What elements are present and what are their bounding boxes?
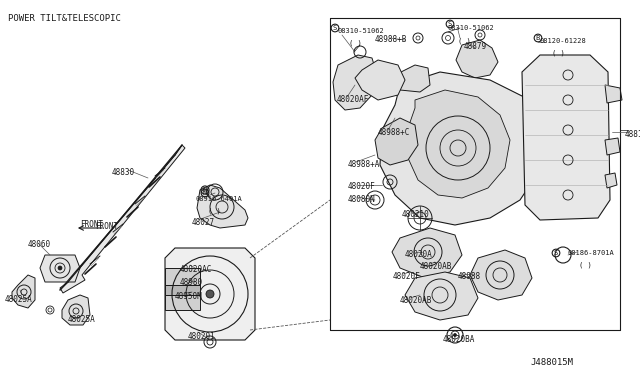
Text: S: S: [554, 250, 558, 256]
Text: 08916-6401A: 08916-6401A: [196, 196, 243, 202]
Polygon shape: [456, 40, 498, 78]
Text: POWER TILT&TELESCOPIC: POWER TILT&TELESCOPIC: [8, 14, 121, 23]
Circle shape: [206, 290, 214, 298]
Text: N: N: [203, 190, 207, 196]
Text: FRONT: FRONT: [80, 220, 103, 229]
Text: 48025A: 48025A: [68, 315, 96, 324]
Text: 48060: 48060: [28, 240, 51, 249]
Polygon shape: [605, 173, 617, 188]
Text: ( ): ( ): [349, 40, 362, 46]
Text: 48020F: 48020F: [393, 272, 420, 281]
Text: 48988+B: 48988+B: [375, 35, 408, 44]
Text: 48025A: 48025A: [5, 295, 33, 304]
Text: 480201: 480201: [188, 332, 216, 341]
Polygon shape: [392, 228, 462, 278]
Text: 48080N: 48080N: [348, 195, 376, 204]
Polygon shape: [165, 285, 200, 295]
Text: ( ): ( ): [552, 50, 564, 57]
Text: 08310-51062: 08310-51062: [337, 28, 384, 34]
Text: 48988: 48988: [458, 272, 481, 281]
Polygon shape: [165, 248, 255, 340]
Text: 48020AB: 48020AB: [420, 262, 452, 271]
Text: ( ): ( ): [458, 37, 471, 44]
Circle shape: [454, 334, 456, 337]
Text: 08186-8701A: 08186-8701A: [567, 250, 614, 256]
Text: N: N: [203, 187, 207, 193]
Text: B: B: [536, 35, 540, 41]
Text: 480210: 480210: [402, 210, 429, 219]
Polygon shape: [380, 72, 545, 225]
Text: 48830: 48830: [112, 168, 135, 177]
Polygon shape: [197, 185, 248, 228]
Text: S: S: [448, 21, 452, 27]
Text: 48988+A: 48988+A: [348, 160, 380, 169]
Polygon shape: [62, 295, 90, 325]
Text: 48988+C: 48988+C: [378, 128, 410, 137]
Circle shape: [58, 266, 62, 270]
Text: 48020AF: 48020AF: [337, 95, 369, 104]
Text: 48027: 48027: [192, 218, 215, 227]
Text: 08310-51062: 08310-51062: [448, 25, 495, 31]
Polygon shape: [165, 268, 200, 285]
Polygon shape: [408, 90, 510, 198]
Text: J488015M: J488015M: [530, 358, 573, 367]
Text: 48810: 48810: [625, 130, 640, 139]
Polygon shape: [605, 85, 622, 103]
Text: 48020AC: 48020AC: [180, 265, 212, 274]
Polygon shape: [392, 65, 430, 92]
Text: 48020F: 48020F: [348, 182, 376, 191]
Polygon shape: [405, 272, 478, 320]
Polygon shape: [605, 138, 620, 155]
Text: 08120-61228: 08120-61228: [540, 38, 587, 44]
Polygon shape: [12, 275, 35, 308]
Polygon shape: [165, 295, 200, 310]
Text: 48020AB: 48020AB: [400, 296, 433, 305]
Text: 48020A: 48020A: [405, 250, 433, 259]
Text: FRONT: FRONT: [95, 222, 118, 231]
Polygon shape: [40, 255, 80, 282]
Polygon shape: [470, 250, 532, 300]
Polygon shape: [375, 118, 418, 165]
Polygon shape: [333, 55, 378, 110]
Polygon shape: [522, 55, 610, 220]
Text: 48950M: 48950M: [175, 292, 203, 301]
Text: 48020BA: 48020BA: [443, 335, 476, 344]
Text: 48980: 48980: [180, 278, 203, 287]
Polygon shape: [60, 145, 185, 293]
Text: ( ): ( ): [579, 262, 592, 269]
Polygon shape: [355, 60, 405, 100]
Text: 48879: 48879: [464, 42, 487, 51]
Text: ( ): ( ): [208, 207, 221, 214]
Text: S: S: [333, 25, 337, 31]
